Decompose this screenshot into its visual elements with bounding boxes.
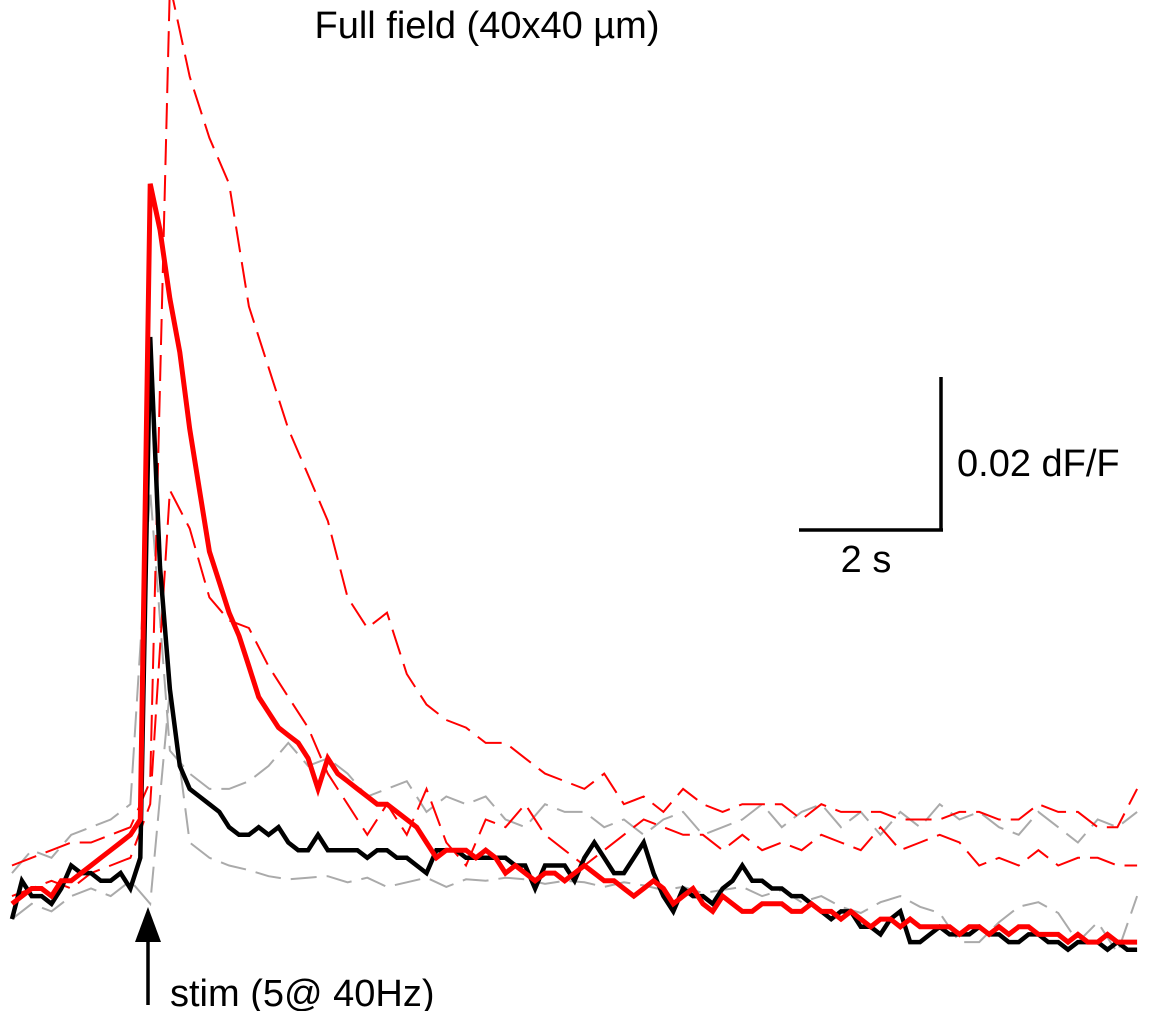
chart-title: Full field (40x40 µm)	[314, 5, 659, 47]
stim-arrow-icon	[135, 907, 161, 942]
series-line-2	[11, 0, 1138, 867]
series-line-1	[11, 689, 1139, 956]
series-line-5	[10, 183, 1138, 946]
series-line-3	[11, 486, 1138, 898]
scale-bar: 0.02 dF/F 2 s	[799, 377, 1120, 581]
stim-label: stim (5@ 40Hz)	[170, 973, 435, 1011]
series-line-4	[9, 336, 1138, 953]
scale-bar-y-label: 0.02 dF/F	[957, 443, 1120, 485]
series-line-0	[11, 490, 1138, 874]
series-layer	[9, 0, 1139, 956]
stim-annotation: stim (5@ 40Hz)	[135, 907, 435, 1011]
scale-bar-x-label: 2 s	[841, 539, 892, 581]
